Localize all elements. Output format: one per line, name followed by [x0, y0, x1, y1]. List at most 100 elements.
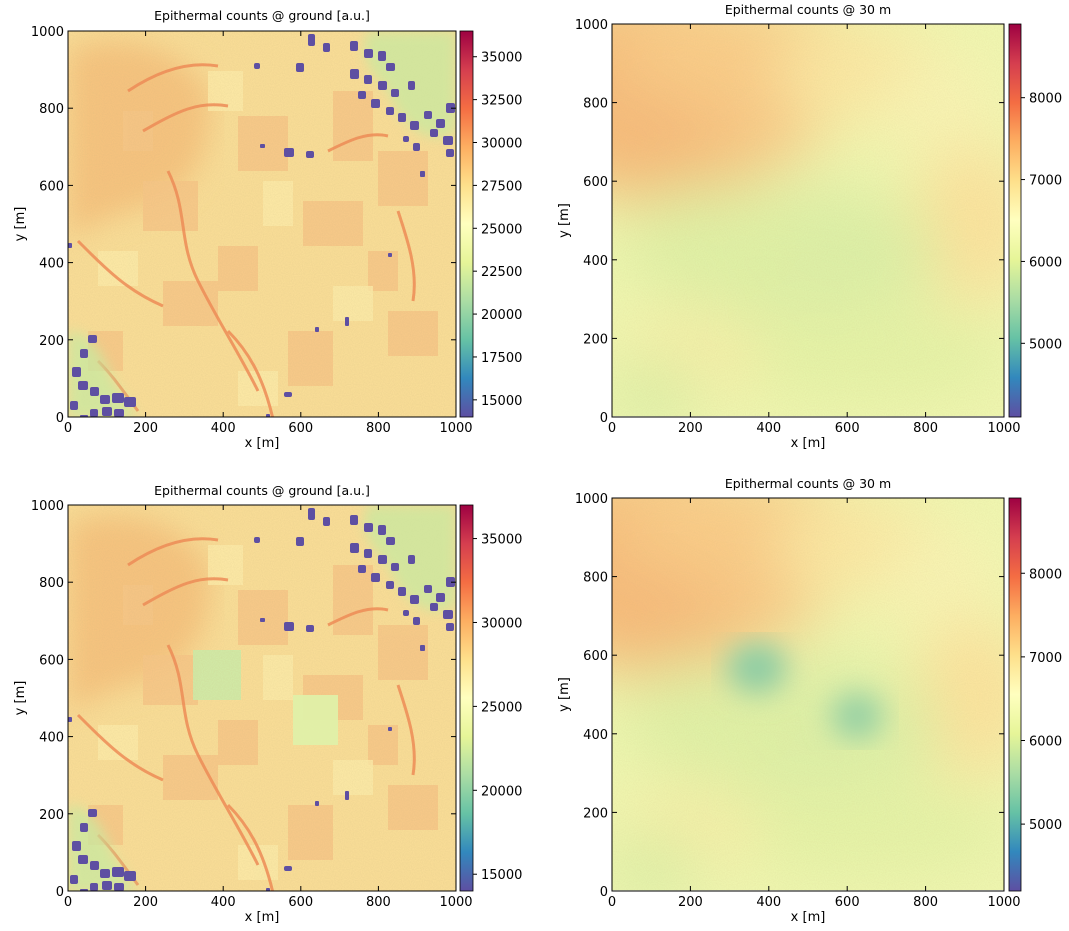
y-tick-label: 400	[583, 728, 608, 743]
plot-axes: 0 200 400 600 800 1000 0 200 400 600 800 1000 x [m] y…	[13, 499, 473, 925]
x-tick-label: 600	[835, 421, 860, 436]
colorbar-tick-label: 7000	[1029, 651, 1062, 666]
plot-frame	[611, 497, 1005, 892]
x-tick-label: 800	[366, 895, 391, 910]
y-axis-label: y [m]	[13, 207, 28, 242]
colorbar-tick-label: 5000	[1029, 818, 1062, 833]
y-tick-label: 0	[56, 411, 64, 426]
x-tick-label: 600	[835, 895, 860, 910]
x-axis-label: x [m]	[791, 436, 826, 451]
y-tick-label: 1000	[31, 25, 64, 40]
x-axis-label: x [m]	[791, 910, 826, 925]
colorbar	[459, 504, 474, 892]
y-tick-label: 600	[39, 179, 64, 194]
colorbar-tick-label: 8000	[1029, 567, 1062, 582]
heatmap-image	[68, 31, 456, 417]
x-tick-label: 400	[211, 421, 236, 436]
y-tick-label: 200	[39, 808, 64, 823]
colorbar-tick-label: 17500	[481, 351, 522, 366]
colorbar-tick-label: 6000	[1029, 255, 1062, 270]
plot-frame	[611, 23, 1005, 418]
x-tick-label: 1000	[439, 895, 472, 910]
y-tick-label: 1000	[575, 492, 608, 507]
x-tick-label: 600	[288, 421, 313, 436]
x-tick-label: 800	[366, 421, 391, 436]
x-axis-label: x [m]	[245, 910, 280, 925]
panel-30m-top: Epithermal counts @ 30 m 0 200 400 600 800 10…	[522, 0, 1062, 451]
colorbar-tick-label: 22500	[481, 265, 522, 280]
plot-frame	[67, 504, 457, 892]
panel-ground-bottom: Epithermal counts @ ground [a.u.] 0 200 40…	[13, 483, 522, 925]
colorbar-tick-label: 35000	[481, 533, 522, 548]
x-tick-label: 600	[288, 895, 313, 910]
colorbar-tick-label: 27500	[481, 179, 522, 194]
x-tick-label: 1000	[987, 421, 1020, 436]
colorbar	[1008, 497, 1022, 892]
plot-axes: 0 200 400 600 800 1000 0 200 400 600 800 1000 x [m] y…	[13, 25, 473, 451]
x-tick-label: 0	[64, 421, 72, 436]
plot-axes: 0 200 400 600 800 1000 0 200 400 600 800 1000 x [m] y…	[557, 492, 1021, 925]
heatmap-image	[522, 0, 1032, 424]
y-tick-label: 800	[39, 102, 64, 117]
colorbar-tick-label: 25000	[481, 700, 522, 715]
colorbar-tick-label: 20000	[481, 308, 522, 323]
x-tick-label: 400	[756, 895, 781, 910]
y-tick-label: 0	[56, 885, 64, 900]
colorbar	[1008, 23, 1022, 418]
y-tick-label: 200	[39, 334, 64, 349]
y-tick-label: 800	[583, 97, 608, 112]
y-tick-label: 0	[600, 411, 608, 426]
x-tick-label: 400	[211, 895, 236, 910]
colorbar-tick-label: 5000	[1029, 337, 1062, 352]
x-tick-label: 0	[608, 421, 616, 436]
y-tick-label: 800	[583, 571, 608, 586]
panel-ground-top: Epithermal counts @ ground [a.u.] 0 200 40…	[13, 8, 522, 451]
x-tick-label: 400	[756, 421, 781, 436]
x-tick-label: 200	[133, 421, 158, 436]
x-tick-label: 200	[133, 895, 158, 910]
chart-title: Epithermal counts @ 30 m	[725, 2, 891, 17]
chart-title: Epithermal counts @ ground [a.u.]	[154, 8, 370, 23]
y-tick-label: 800	[39, 576, 64, 591]
colorbar-tick-label: 32500	[481, 94, 522, 109]
colorbar-tick-label: 20000	[481, 784, 522, 799]
colorbar-tick-label: 8000	[1029, 92, 1062, 107]
heatmap-image	[68, 505, 456, 891]
panel-30m-bottom: Epithermal counts @ 30 m 0 200 400 600 800 10…	[522, 458, 1062, 925]
y-axis-label: y [m]	[13, 681, 28, 716]
x-tick-label: 200	[678, 421, 703, 436]
chart-title: Epithermal counts @ ground [a.u.]	[154, 483, 370, 498]
x-tick-label: 0	[64, 895, 72, 910]
y-tick-label: 400	[583, 254, 608, 269]
colorbar	[459, 30, 474, 418]
colorbar-tick-label: 6000	[1029, 734, 1062, 749]
y-tick-label: 600	[583, 175, 608, 190]
colorbar-tick-label: 30000	[481, 137, 522, 152]
colorbar-tick-label: 7000	[1029, 174, 1062, 189]
heatmap-image	[522, 458, 1032, 898]
x-tick-label: 200	[678, 895, 703, 910]
y-axis-label: y [m]	[557, 677, 572, 712]
y-tick-label: 1000	[31, 499, 64, 514]
x-tick-label: 800	[913, 895, 938, 910]
y-axis-label: y [m]	[557, 203, 572, 238]
plot-frame	[67, 30, 457, 418]
colorbar-tick-label: 25000	[481, 222, 522, 237]
x-tick-label: 1000	[987, 895, 1020, 910]
chart-title: Epithermal counts @ 30 m	[725, 476, 891, 491]
y-tick-label: 0	[600, 885, 608, 900]
y-tick-label: 400	[39, 731, 64, 746]
y-tick-label: 200	[583, 332, 608, 347]
y-tick-label: 600	[39, 653, 64, 668]
colorbar-tick-label: 15000	[481, 868, 522, 883]
y-tick-label: 200	[583, 806, 608, 821]
x-axis-label: x [m]	[245, 436, 280, 451]
x-tick-label: 0	[608, 895, 616, 910]
y-tick-label: 400	[39, 257, 64, 272]
colorbar-tick-label: 30000	[481, 616, 522, 631]
y-tick-label: 600	[583, 649, 608, 664]
x-tick-label: 1000	[439, 421, 472, 436]
x-tick-label: 800	[913, 421, 938, 436]
y-tick-label: 1000	[575, 18, 608, 33]
